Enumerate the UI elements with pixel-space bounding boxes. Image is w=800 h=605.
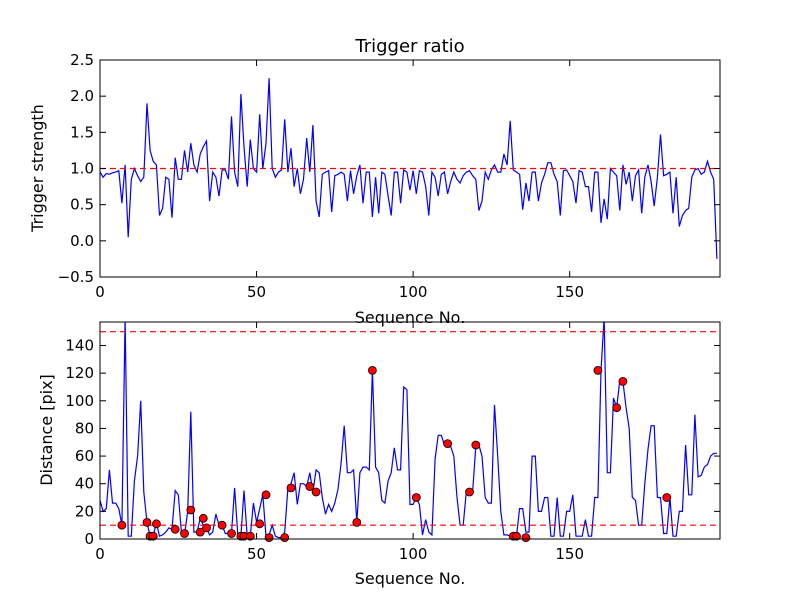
x-tick-label: 150 (555, 283, 584, 301)
detection-marker (195, 527, 205, 537)
detection-marker (612, 403, 622, 413)
detection-marker (521, 533, 531, 542)
detection-marker (443, 439, 453, 449)
x-tick-label: 50 (247, 545, 266, 563)
y-tick-label: 80 (75, 419, 94, 437)
y-tick-label: 60 (75, 447, 94, 465)
detection-marker (367, 365, 377, 375)
y-tick-label: 0.5 (70, 196, 94, 214)
detection-marker (180, 529, 189, 538)
detection-marker (411, 493, 421, 502)
plot-frame-bottom (99, 321, 721, 540)
detection-marker (286, 483, 296, 493)
detection-marker (618, 376, 628, 386)
y-axis-label-top: Trigger strength (28, 104, 47, 233)
detection-marker (198, 513, 208, 523)
detection-marker (512, 531, 521, 541)
detection-marker (217, 520, 227, 530)
y-tick-label: 100 (65, 392, 94, 410)
trigger-ratio-panel: Trigger ratio 0 50 100 150 −0.5 0.0 0.5 1.0 1.5 2… (28, 36, 721, 327)
detection-marker (352, 518, 362, 527)
detection-marker (280, 533, 290, 542)
detection-marker (305, 482, 315, 491)
detection-marker (471, 440, 481, 450)
detection-marker (465, 487, 474, 497)
chart-title: Trigger ratio (354, 36, 464, 57)
y-axis-label-bottom: Distance [pix] (37, 374, 56, 486)
y-tick-label: 0.0 (70, 232, 94, 250)
detection-marker (311, 487, 321, 497)
y-tick-label: −0.5 (58, 268, 94, 286)
series-line-trigger-strength (100, 78, 718, 259)
y-tick-label: 20 (75, 502, 94, 520)
detection-marker (170, 524, 180, 534)
x-tick-label: 0 (95, 545, 105, 563)
x-axis-label-top: Sequence No. (355, 308, 466, 327)
y-tick-label: 120 (65, 364, 94, 382)
y-tick-label: 40 (75, 475, 94, 493)
y-tick-label: 0 (84, 530, 94, 548)
x-tick-label: 150 (555, 545, 584, 563)
detection-marker (142, 518, 152, 527)
detection-marker (245, 531, 255, 541)
detection-marker (202, 523, 211, 533)
x-tick-label: 100 (399, 545, 428, 563)
y-tick-label: 2.0 (70, 87, 94, 105)
y-tick-label: 2.5 (70, 51, 94, 69)
detection-marker (255, 519, 265, 529)
detection-marker (186, 505, 196, 515)
detection-marker (662, 493, 672, 502)
detection-marker (148, 531, 158, 541)
detection-marker (261, 490, 271, 500)
y-tick-label: 140 (65, 336, 94, 354)
detection-marker (227, 529, 236, 538)
detection-marker (151, 519, 161, 529)
x-tick-label: 100 (399, 283, 428, 301)
series-line-distance (100, 322, 717, 539)
y-tick-label: 1.0 (70, 160, 94, 178)
detection-marker (593, 365, 603, 375)
x-tick-label: 0 (95, 283, 105, 301)
detection-marker (264, 533, 274, 542)
x-axis-label-bottom: Sequence No. (355, 569, 466, 588)
distance-panel: 0 50 100 150 0 20 40 60 80 100 120 140 Sequence No.… (37, 321, 721, 588)
detection-marker (117, 520, 127, 530)
y-tick-label: 1.5 (70, 123, 94, 141)
x-tick-label: 50 (247, 283, 266, 301)
